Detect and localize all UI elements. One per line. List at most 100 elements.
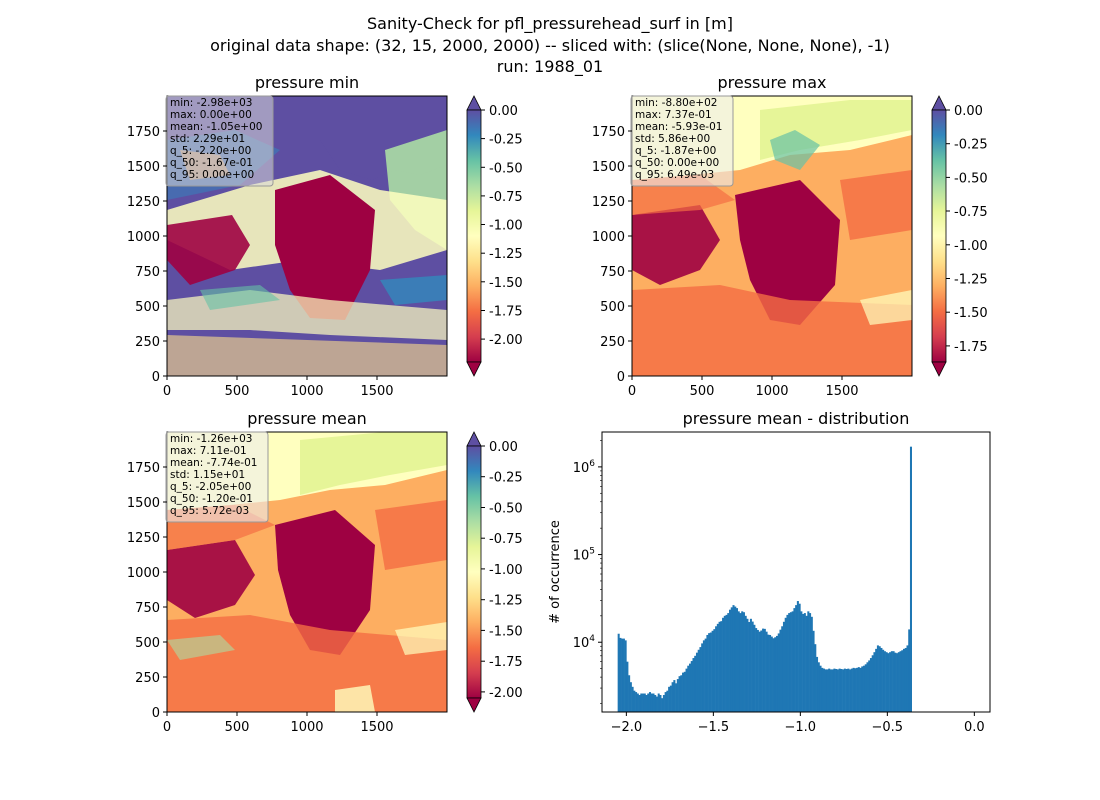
panel-distribution: pressure mean - distribution −2.0 −1.5 −… <box>548 409 991 735</box>
y-tick-label: 1000 <box>127 230 160 245</box>
histogram-bar <box>822 668 826 712</box>
colorbar-tick-label: -1.00 <box>489 563 523 578</box>
x-tick-label: 500 <box>225 720 250 735</box>
histogram-bar <box>800 611 803 712</box>
colorbar-tick-label: 0.00 <box>489 440 518 455</box>
colorbar-tick-label: -0.75 <box>489 532 523 547</box>
histogram-bar <box>727 613 730 712</box>
panel-pressure-max: pressure max min: -8.80e+02 max: 7.37e-0… <box>592 73 988 399</box>
histogram-bar <box>896 653 899 712</box>
colorbar-tick-label: -0.50 <box>489 502 523 517</box>
histogram-bar <box>791 611 794 712</box>
title-line-3: run: 1988_01 <box>497 57 603 77</box>
histogram-bar <box>709 632 712 712</box>
histogram-bar <box>906 645 909 712</box>
y-tick-base: 10 <box>573 549 590 564</box>
histogram-bar <box>657 693 660 712</box>
histogram-bar <box>868 660 871 712</box>
histogram-bar <box>621 638 624 712</box>
histogram-bar <box>845 669 848 712</box>
histogram-bar <box>650 693 653 712</box>
stat-mean: mean: -5.93e-01 <box>635 121 722 133</box>
y-tick-label: 1500 <box>127 160 160 175</box>
y-tick-label: 750 <box>135 265 160 280</box>
histogram-bar <box>856 667 859 712</box>
panel-title: pressure mean <box>247 409 367 428</box>
histogram-bar <box>866 662 869 712</box>
histogram-bar <box>753 624 756 712</box>
colorbar-tick-label: -2.00 <box>489 333 523 348</box>
histogram-bar <box>626 661 629 712</box>
histogram-bar <box>828 668 831 712</box>
histogram-bar <box>826 669 829 712</box>
x-tick-label: 0 <box>628 384 636 399</box>
panel-title: pressure min <box>255 73 359 92</box>
histogram-bar <box>631 686 634 712</box>
stats-box: min: -2.98e+03 max: 0.00e+00 mean: -1.05… <box>165 95 274 187</box>
stat-q95: q_95: 0.00e+00 <box>170 169 254 181</box>
colorbar-tick-label: -1.00 <box>954 239 988 254</box>
histogram-bar <box>862 665 866 712</box>
panel-pressure-min: pressure min min: -2.98e+03 max: 0.00e+0… <box>127 73 523 399</box>
histogram-bar <box>861 666 864 712</box>
histogram-bar <box>796 601 799 712</box>
x-tick-label: −2.0 <box>611 720 643 735</box>
histogram-bar <box>869 658 872 712</box>
colorbar-tick-label: -2.00 <box>489 686 523 701</box>
histogram-bar <box>654 695 657 712</box>
histogram-bar <box>864 664 867 712</box>
histogram-bar <box>676 679 679 712</box>
histogram-bar <box>763 628 766 712</box>
histogram-bar <box>762 628 765 712</box>
histogram-bar <box>894 652 897 712</box>
x-tick-label: 0.0 <box>964 720 985 735</box>
colorbar-tick-label: -1.25 <box>489 594 523 609</box>
y-tick-label: 0 <box>152 370 160 385</box>
colorbar: 0.00 -0.25 -0.50 -0.75 -1.00 -1.25 -1.50… <box>466 431 523 713</box>
x-tick-label: 0 <box>163 384 171 399</box>
y-tick-exponent: 6 <box>589 459 595 469</box>
histogram-bar <box>695 652 698 712</box>
y-tick-label: 500 <box>135 636 160 651</box>
histogram-bar <box>788 613 791 712</box>
histogram-bar <box>847 668 850 712</box>
histogram-bar <box>718 621 721 712</box>
histogram-bar <box>767 634 770 712</box>
colorbar-extend-top <box>931 95 947 111</box>
y-tick-label: 1000 <box>592 230 625 245</box>
colorbar-extend-top <box>466 431 482 447</box>
title-line-1: Sanity-Check for pfl_pressurehead_surf i… <box>367 14 733 34</box>
stat-q50: q_50: -1.20e-01 <box>170 493 253 505</box>
histogram-bar <box>642 693 645 712</box>
stat-std: std: 5.86e+00 <box>635 133 710 145</box>
histogram-bar <box>852 667 855 712</box>
histogram-bar <box>765 631 768 712</box>
histogram-bar <box>819 665 822 712</box>
colorbar: 0.00 -0.25 -0.50 -0.75 -1.00 -1.25 -1.50… <box>931 95 988 377</box>
y-tick-exponent: 4 <box>589 634 595 644</box>
stat-min: min: -1.26e+03 <box>170 433 252 445</box>
histogram-bar <box>817 662 820 712</box>
histogram-bar <box>617 633 620 712</box>
colorbar-tick-label: -1.75 <box>489 305 523 320</box>
y-tick-label: 1250 <box>592 195 625 210</box>
histogram-bar <box>836 669 839 712</box>
histogram-bar <box>770 636 773 712</box>
histogram-bar <box>675 683 678 712</box>
y-tick-exponent: 5 <box>589 547 595 557</box>
histogram-bar <box>619 637 622 712</box>
histogram-bar <box>904 647 907 712</box>
histogram-bar <box>720 621 723 712</box>
histogram-bar <box>640 693 643 712</box>
y-tick-label: 1750 <box>592 125 625 140</box>
histogram-bar <box>732 605 735 712</box>
histogram-bar <box>887 653 890 712</box>
histogram-bar <box>735 608 739 712</box>
colorbar-tick-label: -0.25 <box>489 471 523 486</box>
histogram-bar <box>805 615 808 712</box>
histogram-bar <box>876 645 879 712</box>
histogram-bar <box>678 676 681 712</box>
stat-q5: q_5: -2.05e+00 <box>170 481 251 493</box>
colorbar-tick-label: -1.50 <box>489 276 523 291</box>
colorbar-extend-top <box>466 95 482 111</box>
